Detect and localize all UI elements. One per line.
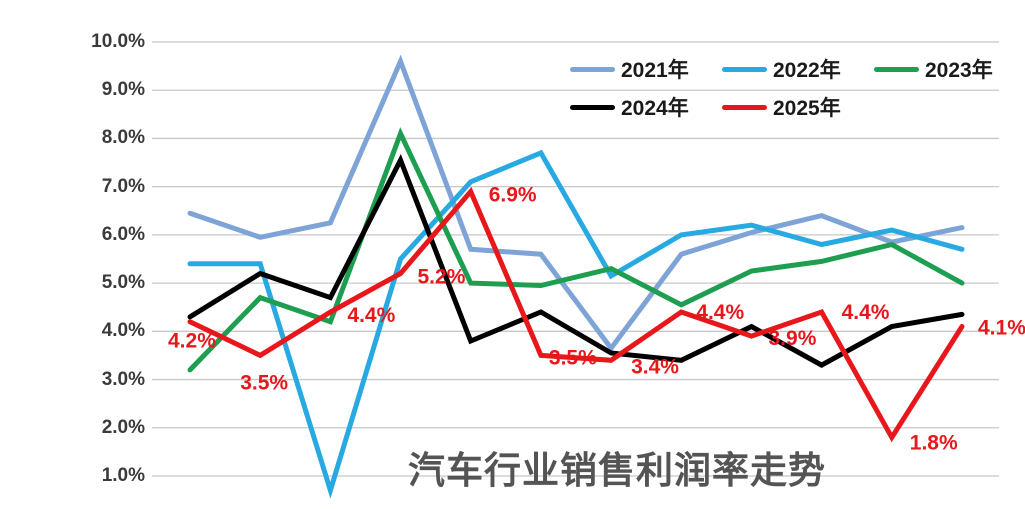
data-label-1.8%: 1.8% [910, 431, 958, 454]
legend-item-2021: 2021年 [570, 50, 722, 88]
chart-title: 汽车行业销售利润率走势 [408, 450, 826, 491]
series-line-2024 [187, 153, 965, 368]
data-label-3.4%: 3.4% [631, 355, 679, 378]
data-label-5.2%: 5.2% [418, 266, 466, 289]
legend-label: 2022年 [773, 59, 841, 82]
data-label-3.9%: 3.9% [769, 327, 817, 350]
series-line-2022 [187, 149, 965, 499]
legend-swatch-icon [722, 66, 767, 72]
y-tick-label: 1.0% [101, 464, 145, 486]
y-tick-label: 4.0% [101, 320, 145, 342]
series-line-2021 [187, 54, 965, 353]
y-tick-label: 8.0% [101, 127, 145, 149]
legend-item-2023: 2023年 [874, 50, 1025, 88]
y-tick-label: 10.0% [91, 31, 145, 52]
legend-label: 2025年 [773, 97, 841, 120]
data-label-4.4%: 4.4% [842, 301, 890, 324]
legend-item-2025: 2025年 [722, 88, 874, 126]
series-line-2025 [187, 186, 965, 443]
data-label-4.2%: 4.2% [168, 330, 216, 353]
legend-swatch-icon [874, 66, 919, 72]
data-label-3.5%: 3.5% [549, 346, 597, 369]
legend-label: 2023年 [925, 59, 993, 82]
y-tick-label: 9.0% [101, 79, 145, 101]
y-tick-label: 6.0% [101, 223, 145, 245]
legend-swatch-icon [570, 104, 615, 110]
y-tick-label: 3.0% [101, 368, 145, 390]
y-tick-label: 5.0% [101, 272, 145, 294]
legend-item-2024: 2024年 [570, 88, 722, 126]
legend-item-2022: 2022年 [722, 50, 874, 88]
legend-label: 2021年 [621, 59, 689, 82]
legend-label: 2024年 [621, 97, 689, 120]
legend: 2021年 2022年 2023年 2024年 2025年 [570, 50, 1025, 126]
legend-swatch-icon [722, 104, 767, 110]
y-tick-label: 7.0% [101, 175, 145, 197]
data-label-3.5%: 3.5% [240, 371, 288, 394]
legend-swatch-icon [570, 66, 615, 72]
y-tick-label: 2.0% [101, 416, 145, 438]
data-label-4.4%: 4.4% [347, 304, 395, 327]
data-label-6.9%: 6.9% [489, 184, 537, 207]
data-label-4.4%: 4.4% [696, 301, 744, 324]
data-label-4.1%: 4.1% [978, 317, 1025, 340]
